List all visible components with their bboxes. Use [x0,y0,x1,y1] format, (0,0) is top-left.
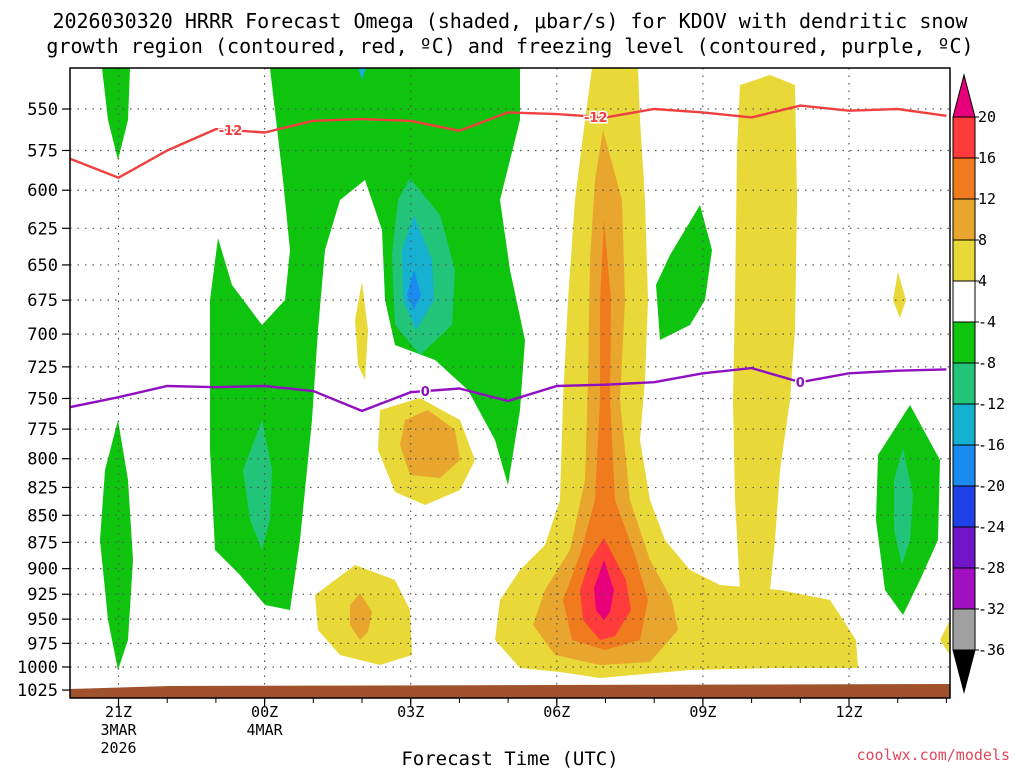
x-axis-label: Forecast Time (UTC) [401,748,618,768]
y-tick-label: 675 [27,291,58,311]
colorbar-segment [952,485,976,528]
y-tick-label: 700 [27,325,58,345]
terrain-ground [70,684,950,698]
chart-title-line-1: 2026030320 HRRR Forecast Omega (shaded, … [52,9,968,33]
contours: -12 -12 0 0 [70,104,947,413]
colorbar: 20 16 12 8 4 -4 -8 -12 -16 -20 -24 -28 -32 -36 [952,73,1005,694]
colorbar-label: -4 [978,313,996,331]
colorbar-label: -12 [978,395,1005,413]
omega-ascent-cell-right [656,205,712,340]
freezing-level-contour-label: 0 [421,385,430,400]
y-tick-label: 600 [27,181,58,201]
y-tick-label: 800 [27,450,58,470]
y-tick-label: 875 [27,533,58,553]
omega-ascent-strip-bottom [100,420,133,670]
y-tick-label: 825 [27,478,58,498]
x-tick-label: 4MAR [247,721,284,739]
colorbar-label: -24 [978,518,1005,536]
plot-frame [69,67,951,699]
y-tick-label: 750 [27,389,58,409]
omega-descent-pocket-6 [893,272,906,318]
x-tick-label: 09Z [689,703,716,721]
y-tick-label: 575 [27,141,58,161]
omega-descent-pocket-1 [355,282,368,380]
omega-ascent-strip-top [102,68,130,160]
y-tick-label: 850 [27,506,58,526]
colorbar-label: -36 [978,641,1005,659]
omega-cyan-tick [358,68,366,80]
x-tick-label: 00Z [251,703,278,721]
x-tick-label: 03Z [397,703,424,721]
dendritic-contour-label: -12 [219,124,243,139]
y-tick-label: 775 [27,420,58,440]
y-tick-label: 650 [27,256,58,276]
colorbar-segment [952,116,976,159]
chart-title-line-2: growth region (contoured, red, ºC) and f… [46,34,973,58]
colorbar-top-arrow [952,73,976,118]
y-tick-label: 950 [27,610,58,630]
y-axis: 550 575 600 625 650 675 700 725 750 775 800 825 850 8… [17,100,70,701]
colorbar-segment [952,526,976,569]
freezing-level-contour-label: 0 [796,376,805,391]
colorbar-bottom-arrow [952,649,976,694]
omega-teal-cell-far-right [894,448,913,565]
colorbar-segment [952,198,976,241]
x-tick-label: 21Z [105,703,132,721]
colorbar-label: -20 [978,477,1005,495]
y-tick-label: 925 [27,585,58,605]
y-tick-label: 550 [27,100,58,120]
omega-descent-magenta-core [594,560,614,620]
colorbar-segment [952,403,976,446]
colorbar-segment [952,239,976,282]
omega-shading [100,68,950,678]
colorbar-segment [952,567,976,610]
credit-text[interactable]: coolwx.com/models [856,746,1010,764]
colorbar-label: 16 [978,149,996,167]
colorbar-label: 20 [978,108,996,126]
colorbar-label: 12 [978,190,996,208]
colorbar-label: -16 [978,436,1005,454]
y-tick-label: 725 [27,358,58,378]
colorbar-segment [952,608,976,651]
omega-blue-core [407,270,421,310]
colorbar-label: -28 [978,559,1005,577]
colorbar-label: 4 [978,272,987,290]
omega-descent-column-10z [733,75,797,590]
dendritic-contour-line [70,104,947,180]
grid [70,68,950,698]
colorbar-label: 8 [978,231,987,249]
omega-descent-pocket-3 [400,410,460,478]
omega-descent-pocket-7 [940,620,950,655]
colorbar-segment [952,444,976,487]
omega-ascent-region [210,68,525,610]
x-tick-label: 06Z [543,703,570,721]
colorbar-label: -32 [978,600,1005,618]
x-tick-label: 12Z [835,703,862,721]
y-tick-label: 900 [27,560,58,580]
colorbar-label: -8 [978,354,996,372]
x-tick-label: 2026 [100,739,136,757]
omega-descent-orange-inner [563,220,648,650]
y-tick-label: 1000 [17,658,58,678]
colorbar-segment [952,321,976,364]
y-tick-label: 1025 [17,681,58,701]
colorbar-segment [952,280,976,323]
omega-descent-pocket-5 [350,593,372,640]
x-tick-label: 3MAR [100,721,137,739]
colorbar-segment [952,157,976,200]
dendritic-contour-label: -12 [584,111,608,126]
y-tick-label: 975 [27,634,58,654]
y-tick-label: 625 [27,219,58,239]
colorbar-segment [952,362,976,405]
omega-teal-pocket-left [243,420,272,550]
freezing-level-contour-line [70,366,947,413]
